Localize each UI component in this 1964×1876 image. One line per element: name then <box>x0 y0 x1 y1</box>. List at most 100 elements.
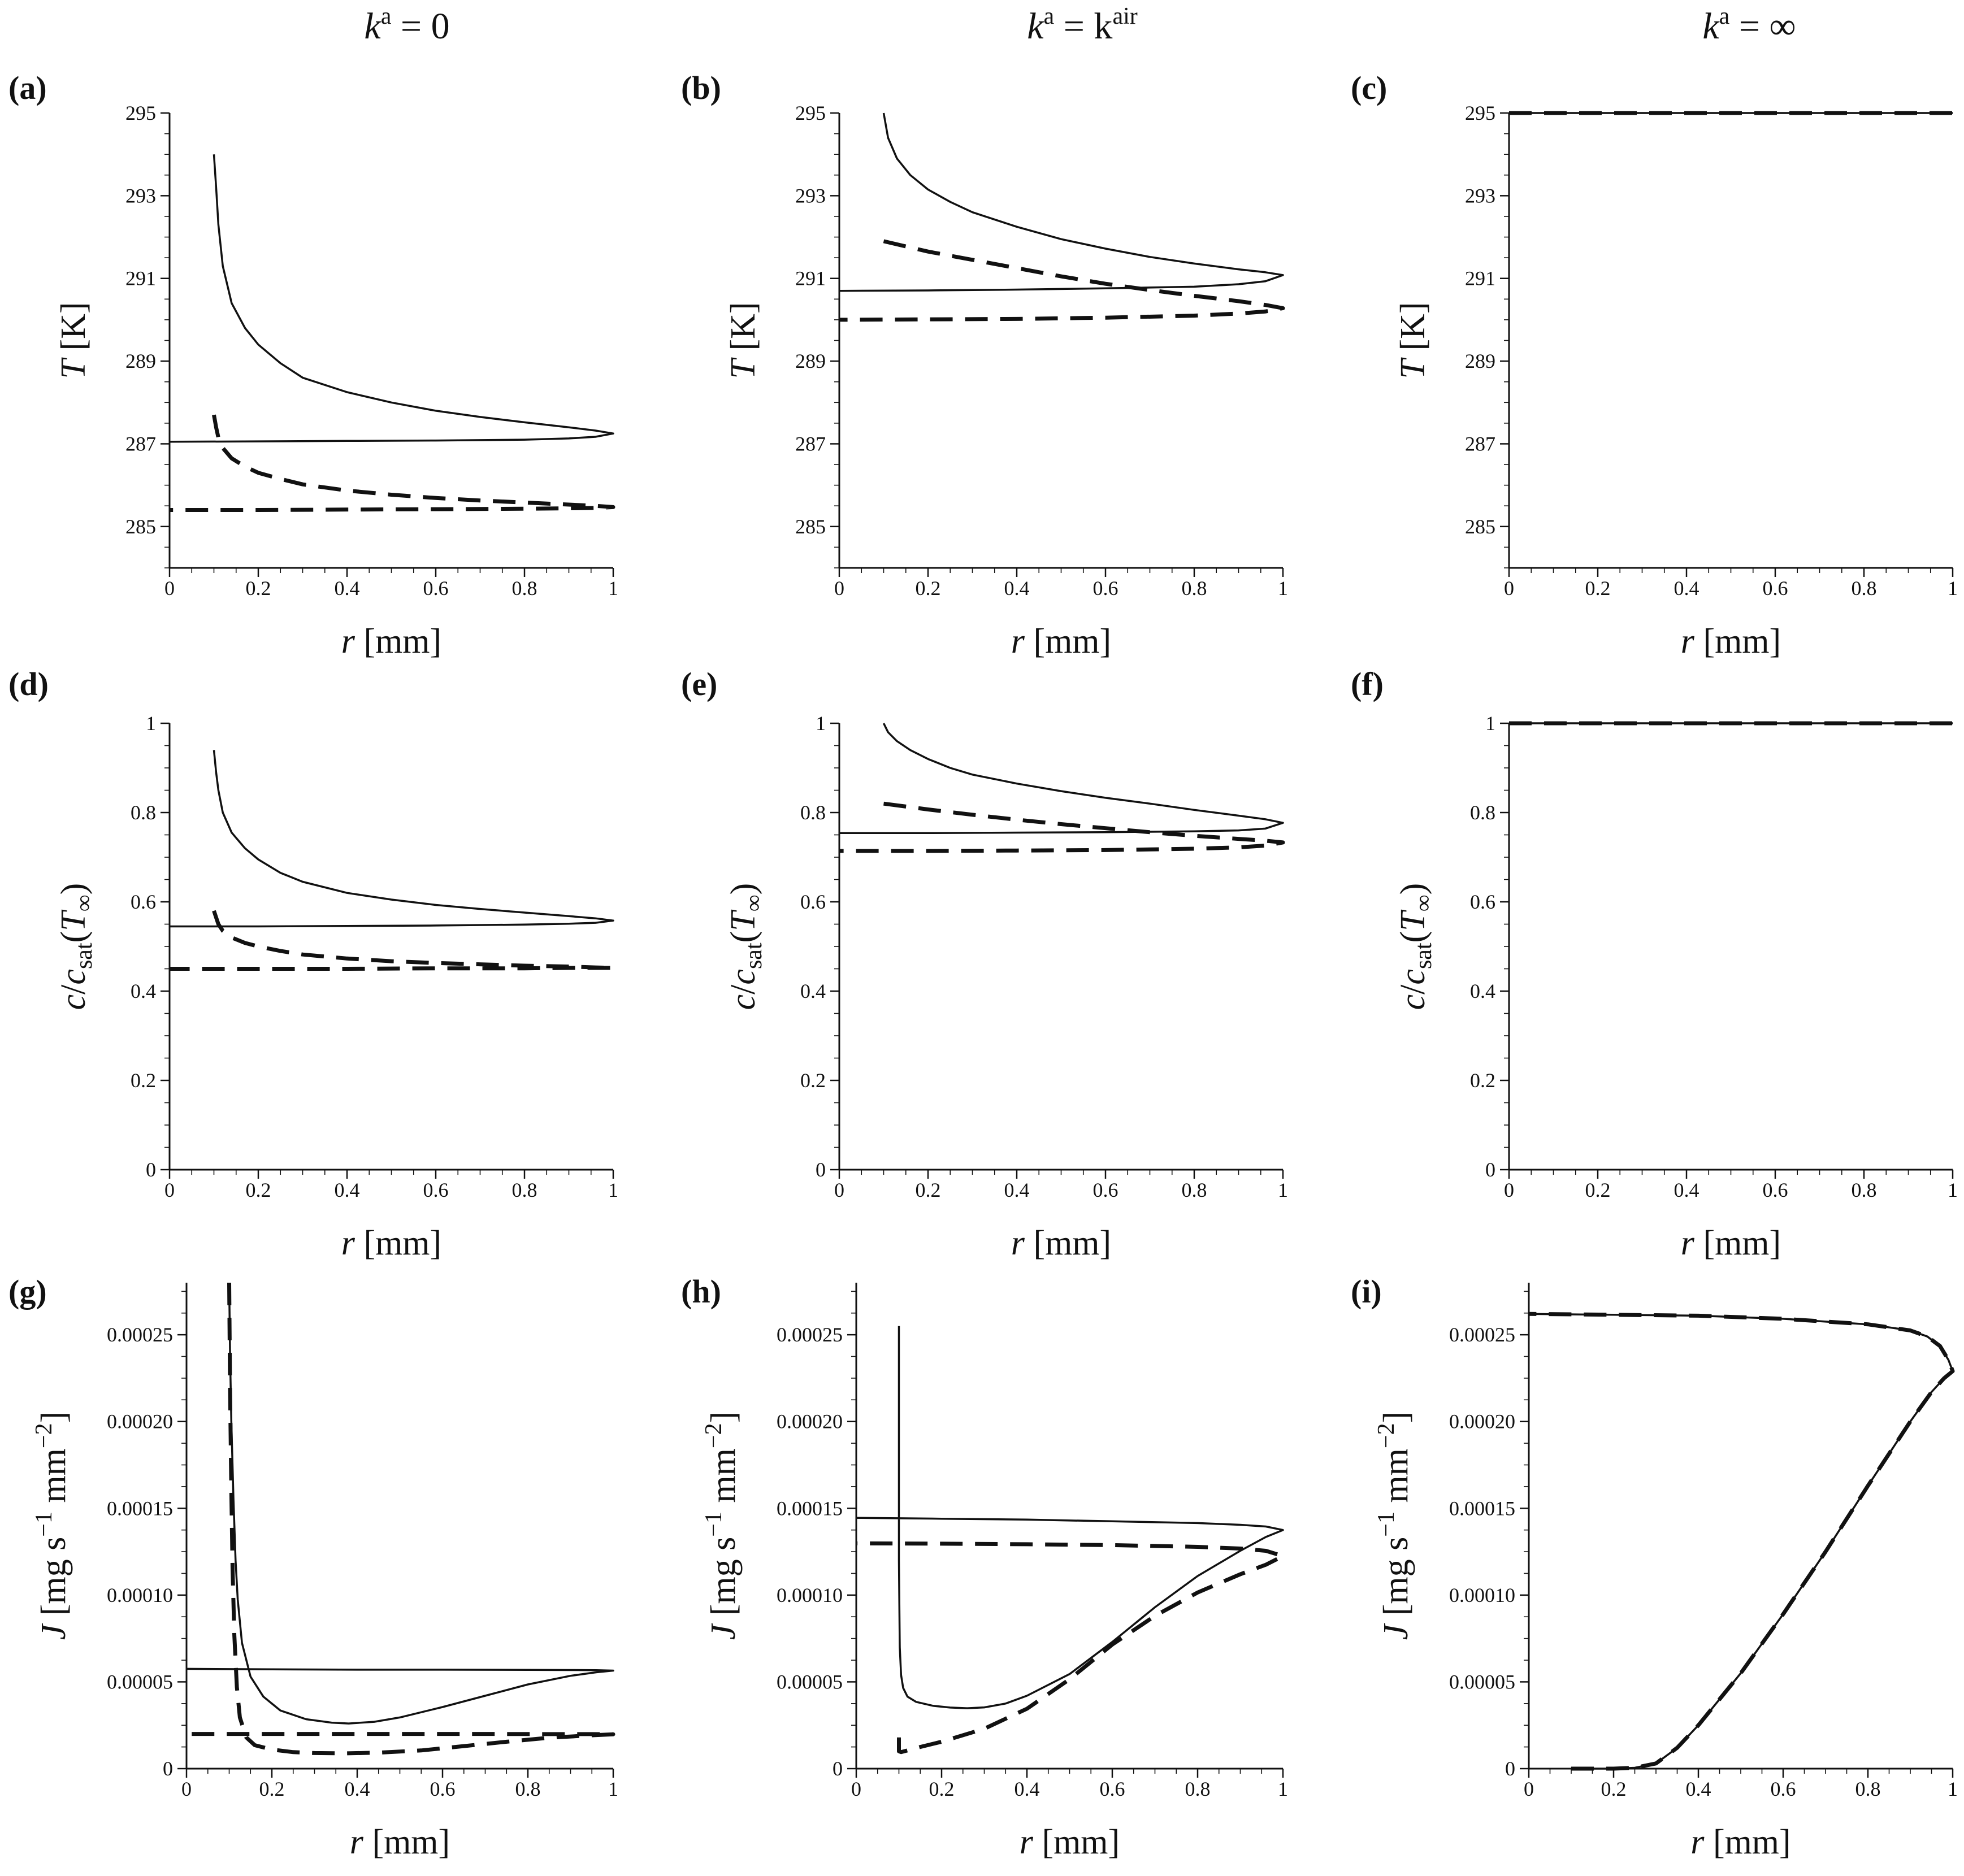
chart-panel-c: (c) 0 0.2 0.4 0.6 0.8 1 285 287 289 291 293 295 r [mm… <box>1351 70 1958 661</box>
x-tick-label: 0.8 <box>1182 577 1207 600</box>
series-solid-g <box>186 1282 614 1725</box>
y-tick-label: 289 <box>795 350 826 372</box>
y-tick-label: 0.00005 <box>777 1670 843 1693</box>
chart-panel-b: (b) 0 0.2 0.4 0.6 0.8 1 285 287 289 291 293 295 r [mm… <box>681 70 1288 661</box>
x-tick-label: 0.6 <box>430 1778 456 1800</box>
series-dashed-a <box>170 414 615 512</box>
y-tick-label: 0.6 <box>1470 891 1495 913</box>
series-solid-i <box>1528 1313 1954 1770</box>
x-tick-label: 1 <box>1278 1778 1288 1800</box>
y-tick-label: 0.00025 <box>1449 1323 1515 1346</box>
y-tick-label: 0.8 <box>800 801 826 824</box>
panel-label-g: (g) <box>8 1273 47 1310</box>
y-tick-label: 0.00020 <box>1449 1410 1515 1433</box>
y-tick-label: 0.4 <box>1470 980 1495 1002</box>
y-tick-label: 0.00020 <box>777 1410 843 1433</box>
y-tick-label: 0 <box>1505 1757 1515 1780</box>
chart-panel-h: (h) 0 0.2 0.4 0.6 0.8 1 0 0.00005 0.00010 0.00015 0… <box>681 1273 1288 1861</box>
y-tick-label: 0.4 <box>800 980 826 1002</box>
x-axis-label: r [mm] <box>1681 1224 1781 1262</box>
y-tick-label: 0 <box>1485 1158 1495 1181</box>
y-axis-label: J [mg s−1 mm−2] <box>31 1412 73 1640</box>
chart-panel-g: (g) 0 0.2 0.4 0.6 0.8 1 0 0.00005 0.00010 0.00015 0… <box>8 1273 618 1861</box>
x-tick-label: 0.8 <box>1855 1778 1881 1800</box>
x-tick-label: 0.2 <box>1601 1778 1627 1800</box>
panels: (a) 0 0.2 0.4 0.6 0.8 1 285 287 289 291 293 295 r [mm… <box>8 70 1958 1861</box>
panel-label-i: (i) <box>1351 1273 1382 1310</box>
x-tick-label: 0.8 <box>515 1778 541 1800</box>
x-tick-label: 0.6 <box>1093 1179 1118 1201</box>
y-axis-label: T [K] <box>724 302 762 379</box>
x-tick-label: 0.8 <box>512 1179 537 1201</box>
x-tick-label: 0 <box>181 1778 192 1800</box>
x-tick-label: 1 <box>1278 577 1288 600</box>
x-axis-label: r [mm] <box>341 1224 441 1262</box>
y-tick-label: 0.00015 <box>1449 1497 1515 1519</box>
x-axis-label: r [mm] <box>1681 622 1781 661</box>
y-tick-label: 0.00010 <box>777 1584 843 1606</box>
chart-panel-a: (a) 0 0.2 0.4 0.6 0.8 1 285 287 289 291 293 295 r [mm… <box>8 70 618 661</box>
chart-panel-i: (i) 0 0.2 0.4 0.6 0.8 1 0 0.00005 0.00010 0.00015 0… <box>1351 1273 1958 1861</box>
y-tick-label: 287 <box>1465 432 1495 455</box>
y-tick-label: 0.8 <box>131 801 156 824</box>
y-axis-label: c/csat(T∞) <box>54 883 97 1010</box>
series-dashed-g <box>187 1282 615 1756</box>
panel-label-h: (h) <box>681 1273 721 1310</box>
panel-label-f: (f) <box>1351 666 1384 702</box>
panel-label-e: (e) <box>681 666 717 702</box>
series-dashed-i <box>1528 1312 1955 1771</box>
x-tick-label: 0.4 <box>1686 1778 1711 1800</box>
x-tick-label: 1 <box>608 1778 618 1800</box>
y-tick-label: 291 <box>125 267 156 290</box>
x-tick-label: 1 <box>1948 1778 1958 1800</box>
x-tick-label: 0.6 <box>1093 577 1118 600</box>
x-tick-label: 0.4 <box>345 1778 370 1800</box>
y-tick-label: 289 <box>1465 350 1495 372</box>
y-tick-label: 0.6 <box>131 891 156 913</box>
y-tick-label: 0.00015 <box>107 1497 173 1519</box>
series-dashed-b <box>839 239 1285 322</box>
chart-panel-f: (f) 0 0.2 0.4 0.6 0.8 1 0 0.2 0.4 0.6 0.8 1 r [mm] c/c… <box>1351 666 1958 1262</box>
x-tick-label: 0.4 <box>1014 1778 1040 1800</box>
y-axis-label: c/csat(T∞) <box>724 883 767 1010</box>
series-solid-e <box>839 723 1284 835</box>
x-tick-label: 0.2 <box>246 1179 271 1201</box>
x-tick-label: 0.8 <box>1185 1778 1211 1800</box>
y-tick-label: 285 <box>125 515 156 538</box>
x-tick-label: 1 <box>608 1179 618 1201</box>
y-tick-label: 293 <box>795 184 826 207</box>
y-tick-label: 293 <box>1465 184 1495 207</box>
x-tick-label: 0.6 <box>1763 1179 1788 1201</box>
y-tick-label: 289 <box>125 350 156 372</box>
x-tick-label: 1 <box>1278 1179 1288 1201</box>
y-tick-label: 0 <box>146 1158 156 1181</box>
y-tick-label: 285 <box>795 515 826 538</box>
y-tick-label: 291 <box>795 267 826 290</box>
x-tick-label: 0.4 <box>1004 577 1030 600</box>
x-axis-label: r [mm] <box>341 622 441 661</box>
y-tick-label: 295 <box>125 102 156 124</box>
x-axis-label: r [mm] <box>1690 1823 1790 1861</box>
x-tick-label: 0.4 <box>335 1179 360 1201</box>
x-tick-label: 0 <box>834 1179 844 1201</box>
y-axis-label: T [K] <box>54 302 93 379</box>
y-axis-label: c/csat(T∞) <box>1394 883 1437 1010</box>
y-tick-label: 293 <box>125 184 156 207</box>
x-tick-label: 0 <box>834 577 844 600</box>
x-tick-label: 0.8 <box>1852 1179 1877 1201</box>
series-solid-h <box>856 1326 1284 1709</box>
x-tick-label: 0 <box>851 1778 861 1800</box>
x-axis-label: r [mm] <box>1011 622 1111 661</box>
column-title-0: ka = 0 <box>364 3 449 47</box>
y-tick-label: 0.2 <box>800 1069 826 1092</box>
y-tick-label: 1 <box>146 712 156 735</box>
y-tick-label: 295 <box>795 102 826 124</box>
series-solid-d <box>170 750 614 928</box>
series-dashed-d <box>170 910 615 971</box>
y-tick-label: 0.00025 <box>777 1323 843 1346</box>
x-tick-label: 0.4 <box>1004 1179 1030 1201</box>
x-tick-label: 1 <box>1948 577 1958 600</box>
column-title-2: ka = ∞ <box>1702 3 1796 47</box>
x-axis-label: r [mm] <box>1011 1224 1111 1262</box>
